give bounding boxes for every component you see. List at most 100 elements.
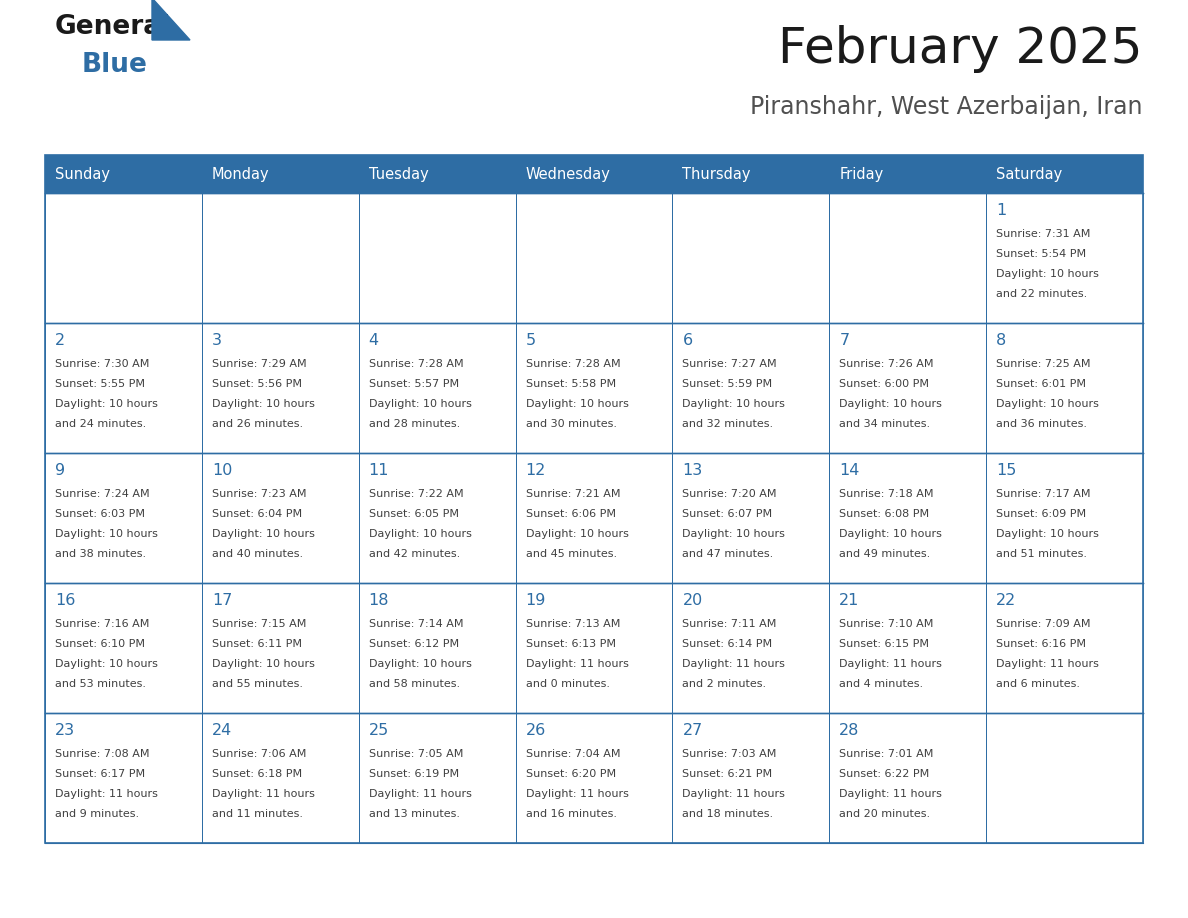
Bar xyxy=(986,155,1143,193)
Text: Daylight: 10 hours: Daylight: 10 hours xyxy=(55,659,158,669)
Text: Daylight: 10 hours: Daylight: 10 hours xyxy=(368,529,472,539)
Text: Sunset: 5:57 PM: Sunset: 5:57 PM xyxy=(368,379,459,389)
Text: Sunset: 6:18 PM: Sunset: 6:18 PM xyxy=(211,769,302,779)
Bar xyxy=(516,583,672,713)
Bar xyxy=(672,713,829,843)
Bar xyxy=(829,453,986,583)
Text: Sunset: 5:55 PM: Sunset: 5:55 PM xyxy=(55,379,145,389)
Text: Sunset: 6:07 PM: Sunset: 6:07 PM xyxy=(682,509,772,519)
Bar xyxy=(986,193,1143,323)
Text: 12: 12 xyxy=(525,463,546,478)
Text: General: General xyxy=(55,14,171,40)
Text: Daylight: 10 hours: Daylight: 10 hours xyxy=(55,529,158,539)
Text: Daylight: 10 hours: Daylight: 10 hours xyxy=(839,399,942,409)
Text: Sunset: 6:05 PM: Sunset: 6:05 PM xyxy=(368,509,459,519)
Text: Sunset: 5:54 PM: Sunset: 5:54 PM xyxy=(997,249,1086,259)
Text: and 26 minutes.: and 26 minutes. xyxy=(211,419,303,429)
Text: Sunset: 6:14 PM: Sunset: 6:14 PM xyxy=(682,639,772,649)
Text: Sunset: 5:58 PM: Sunset: 5:58 PM xyxy=(525,379,615,389)
Text: Thursday: Thursday xyxy=(682,166,751,182)
Text: Sunset: 6:16 PM: Sunset: 6:16 PM xyxy=(997,639,1086,649)
Text: and 24 minutes.: and 24 minutes. xyxy=(55,419,146,429)
Text: Sunrise: 7:11 AM: Sunrise: 7:11 AM xyxy=(682,619,777,629)
Text: Daylight: 11 hours: Daylight: 11 hours xyxy=(525,659,628,669)
Text: and 6 minutes.: and 6 minutes. xyxy=(997,679,1080,689)
Text: 1: 1 xyxy=(997,203,1006,218)
Text: Sunset: 6:09 PM: Sunset: 6:09 PM xyxy=(997,509,1086,519)
Text: Daylight: 10 hours: Daylight: 10 hours xyxy=(682,529,785,539)
Bar xyxy=(986,583,1143,713)
Text: Daylight: 10 hours: Daylight: 10 hours xyxy=(839,529,942,539)
Text: Daylight: 10 hours: Daylight: 10 hours xyxy=(525,529,628,539)
Text: 8: 8 xyxy=(997,333,1006,348)
Bar xyxy=(359,155,516,193)
Bar xyxy=(202,155,359,193)
Bar xyxy=(672,155,829,193)
Text: and 51 minutes.: and 51 minutes. xyxy=(997,549,1087,559)
Bar xyxy=(359,193,516,323)
Text: Sunrise: 7:14 AM: Sunrise: 7:14 AM xyxy=(368,619,463,629)
Bar xyxy=(359,323,516,453)
Text: Sunrise: 7:22 AM: Sunrise: 7:22 AM xyxy=(368,489,463,499)
Text: Daylight: 10 hours: Daylight: 10 hours xyxy=(368,399,472,409)
Text: 2: 2 xyxy=(55,333,65,348)
Text: 5: 5 xyxy=(525,333,536,348)
Text: and 38 minutes.: and 38 minutes. xyxy=(55,549,146,559)
Text: Sunset: 6:04 PM: Sunset: 6:04 PM xyxy=(211,509,302,519)
Bar xyxy=(672,453,829,583)
Text: and 20 minutes.: and 20 minutes. xyxy=(839,809,930,819)
Text: and 22 minutes.: and 22 minutes. xyxy=(997,289,1087,299)
Text: and 58 minutes.: and 58 minutes. xyxy=(368,679,460,689)
Text: Sunrise: 7:24 AM: Sunrise: 7:24 AM xyxy=(55,489,150,499)
Text: Sunset: 5:56 PM: Sunset: 5:56 PM xyxy=(211,379,302,389)
Text: 20: 20 xyxy=(682,593,702,608)
Bar xyxy=(45,583,202,713)
Text: Daylight: 10 hours: Daylight: 10 hours xyxy=(682,399,785,409)
Text: Wednesday: Wednesday xyxy=(525,166,611,182)
Text: Sunset: 6:12 PM: Sunset: 6:12 PM xyxy=(368,639,459,649)
Bar xyxy=(202,713,359,843)
Text: 21: 21 xyxy=(839,593,860,608)
Text: Sunset: 6:20 PM: Sunset: 6:20 PM xyxy=(525,769,615,779)
Text: and 11 minutes.: and 11 minutes. xyxy=(211,809,303,819)
Text: and 0 minutes.: and 0 minutes. xyxy=(525,679,609,689)
Text: Sunrise: 7:26 AM: Sunrise: 7:26 AM xyxy=(839,359,934,369)
Text: Sunset: 6:11 PM: Sunset: 6:11 PM xyxy=(211,639,302,649)
Text: Daylight: 11 hours: Daylight: 11 hours xyxy=(682,659,785,669)
Text: Sunrise: 7:16 AM: Sunrise: 7:16 AM xyxy=(55,619,150,629)
Text: and 9 minutes.: and 9 minutes. xyxy=(55,809,139,819)
Text: 23: 23 xyxy=(55,723,75,738)
Bar xyxy=(45,193,202,323)
Text: Daylight: 10 hours: Daylight: 10 hours xyxy=(211,399,315,409)
Text: 18: 18 xyxy=(368,593,390,608)
Text: Sunrise: 7:31 AM: Sunrise: 7:31 AM xyxy=(997,229,1091,239)
Text: and 32 minutes.: and 32 minutes. xyxy=(682,419,773,429)
Text: and 55 minutes.: and 55 minutes. xyxy=(211,679,303,689)
Text: Sunset: 6:15 PM: Sunset: 6:15 PM xyxy=(839,639,929,649)
Bar xyxy=(45,713,202,843)
Bar xyxy=(672,323,829,453)
Text: 28: 28 xyxy=(839,723,860,738)
Text: Sunrise: 7:10 AM: Sunrise: 7:10 AM xyxy=(839,619,934,629)
Text: 4: 4 xyxy=(368,333,379,348)
Text: and 28 minutes.: and 28 minutes. xyxy=(368,419,460,429)
Bar xyxy=(986,323,1143,453)
Polygon shape xyxy=(152,0,190,40)
Text: Sunset: 6:22 PM: Sunset: 6:22 PM xyxy=(839,769,929,779)
Text: and 18 minutes.: and 18 minutes. xyxy=(682,809,773,819)
Text: Piranshahr, West Azerbaijan, Iran: Piranshahr, West Azerbaijan, Iran xyxy=(751,95,1143,119)
Text: Sunset: 6:01 PM: Sunset: 6:01 PM xyxy=(997,379,1086,389)
Text: and 40 minutes.: and 40 minutes. xyxy=(211,549,303,559)
Bar xyxy=(45,155,202,193)
Text: Daylight: 10 hours: Daylight: 10 hours xyxy=(211,659,315,669)
Bar xyxy=(45,155,1143,843)
Text: Daylight: 10 hours: Daylight: 10 hours xyxy=(997,269,1099,279)
Text: 6: 6 xyxy=(682,333,693,348)
Text: Sunrise: 7:29 AM: Sunrise: 7:29 AM xyxy=(211,359,307,369)
Bar xyxy=(359,583,516,713)
Bar xyxy=(829,323,986,453)
Text: Sunrise: 7:09 AM: Sunrise: 7:09 AM xyxy=(997,619,1091,629)
Bar xyxy=(986,713,1143,843)
Text: Sunset: 5:59 PM: Sunset: 5:59 PM xyxy=(682,379,772,389)
Bar xyxy=(45,323,202,453)
